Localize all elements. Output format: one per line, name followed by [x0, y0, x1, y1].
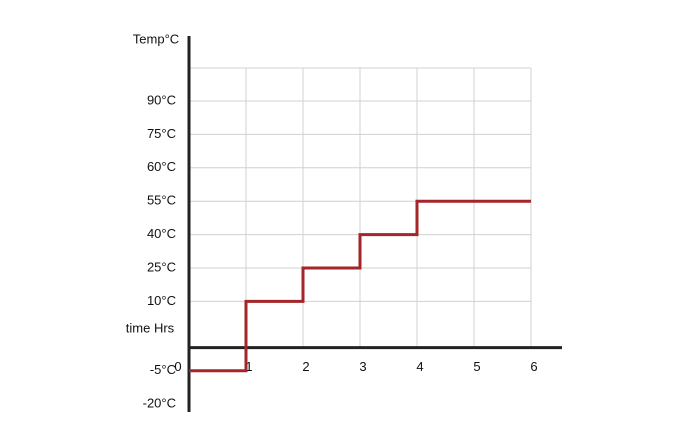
y-tick-label: 90°C	[147, 92, 176, 107]
x-tick-label: 3	[359, 359, 366, 374]
x-tick-label: 0	[174, 359, 181, 374]
y-tick-label: 75°C	[147, 126, 176, 141]
y-tick-label: 55°C	[147, 193, 176, 208]
y-axis-label: Temp°C	[133, 31, 179, 46]
y-tick-label: 10°C	[147, 293, 176, 308]
y-tick-label: 60°C	[147, 159, 176, 174]
y-tick-label: -5°C	[150, 362, 176, 377]
x-tick-label: 2	[302, 359, 309, 374]
x-tick-label: 1	[245, 359, 252, 374]
data-line	[189, 199, 531, 373]
y-tick-label: 40°C	[147, 226, 176, 241]
y-tick-label: 25°C	[147, 259, 176, 274]
y-tick-label: -20°C	[143, 396, 176, 411]
x-tick-label: 5	[473, 359, 480, 374]
x-axis-label: time Hrs	[126, 320, 175, 335]
x-tick-label: 6	[530, 359, 537, 374]
x-tick-label: 4	[416, 359, 423, 374]
